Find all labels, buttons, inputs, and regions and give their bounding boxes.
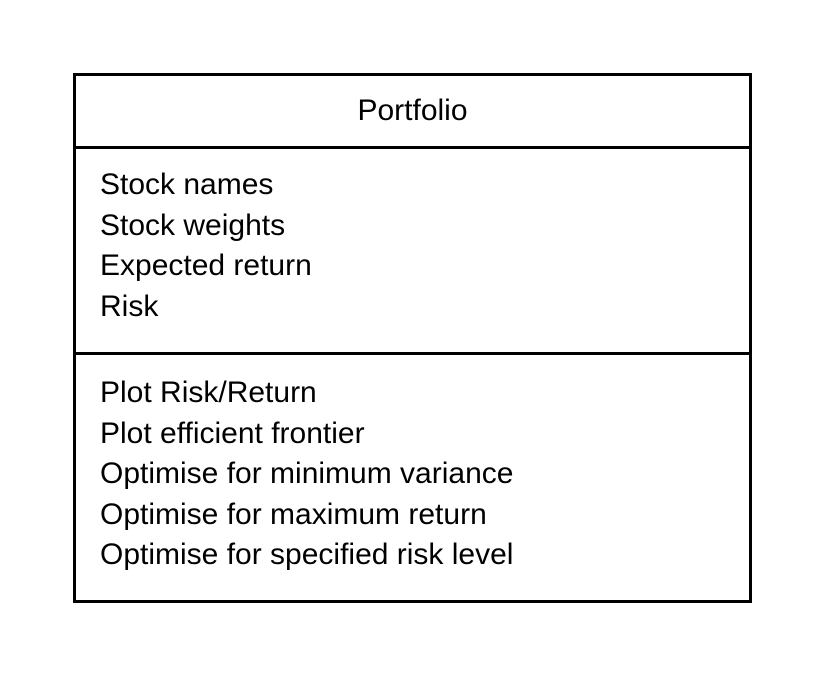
uml-class-portfolio: Portfolio Stock names Stock weights Expe… <box>73 73 752 603</box>
attribute-stock-weights: Stock weights <box>100 208 286 242</box>
class-name-compartment: Portfolio <box>76 76 749 149</box>
method-optimise-specified-risk: Optimise for specified risk level <box>100 538 514 571</box>
attribute-risk: Risk <box>100 289 159 323</box>
attributes-compartment: Stock names Stock weights Expected retur… <box>76 149 749 355</box>
method-optimise-maximum-return: Optimise for maximum return <box>100 497 487 531</box>
methods-compartment: Plot Risk/Return Plot efficient frontier… <box>76 355 749 600</box>
attribute-stock-names: Stock names <box>100 168 274 201</box>
method-plot-efficient-frontier: Plot efficient frontier <box>100 416 365 450</box>
method-optimise-minimum-variance: Optimise for minimum variance <box>100 457 514 490</box>
attribute-expected-return: Expected return <box>100 249 312 282</box>
class-name: Portfolio <box>357 94 468 127</box>
method-plot-risk-return: Plot Risk/Return <box>100 376 317 409</box>
